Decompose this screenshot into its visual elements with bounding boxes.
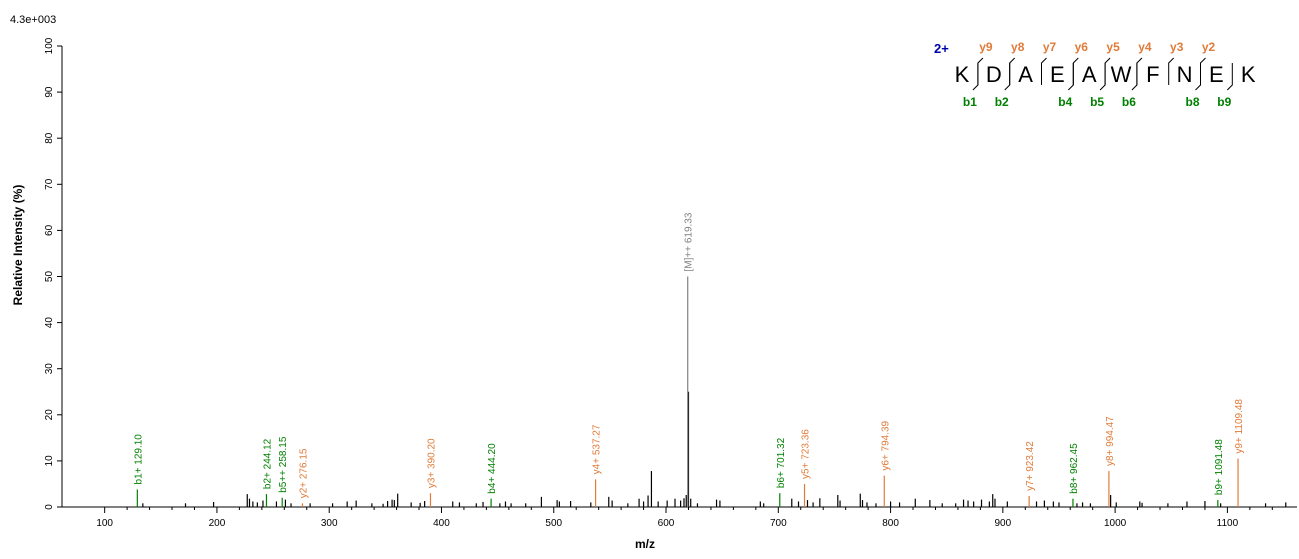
b-ion-cleavage-mark (1067, 63, 1074, 91)
y-tick-label: 90 (44, 86, 55, 98)
y-tick-label: 0 (44, 504, 55, 510)
x-tick-label: 500 (545, 518, 562, 529)
y-ion-cleavage-mark (977, 57, 984, 85)
peak-label: b1+ 129.10 (133, 434, 144, 485)
x-axis-title: m/z (635, 537, 655, 551)
y-ion-label: y7 (1043, 40, 1057, 54)
y-tick-label: 80 (44, 132, 55, 144)
peak-label: y3+ 390.20 (426, 438, 437, 488)
x-axis: 100 200 300 400 500 600 700 800 900 1000 1100 (62, 506, 1297, 529)
peak-label: b6+ 701.32 (776, 437, 787, 488)
y-ion-label: y5 (1106, 40, 1120, 54)
peak-label: y2+ 276.15 (298, 448, 309, 498)
b-ion-cleavage-mark (1226, 63, 1233, 91)
y-tick-label: 20 (44, 409, 55, 421)
b-ion-label: b2 (995, 95, 1009, 109)
b-ion-label: b4 (1058, 95, 1072, 109)
peak-label: y5+ 723.36 (801, 429, 812, 479)
peak-label: b9+ 1091.48 (1214, 439, 1225, 495)
y-ion-cleavage-mark (1200, 57, 1206, 85)
y-ion-label: y9 (979, 40, 993, 54)
y-ion-label: y4 (1138, 40, 1152, 54)
y-tick-label: 30 (44, 363, 55, 375)
b-ion-label: b8 (1185, 95, 1199, 109)
peak-label: y4+ 537.27 (592, 424, 603, 474)
y-ion-cleavage-mark (1072, 57, 1079, 85)
y-tick-label: 100 (44, 37, 55, 54)
x-tick-label: 1000 (1104, 518, 1127, 529)
x-tick-label: 300 (321, 518, 338, 529)
sequence-residue: D (986, 62, 1002, 87)
y-tick-label: 70 (44, 178, 55, 190)
sequence-residue: K (1241, 62, 1256, 87)
y-ion-label: y3 (1170, 40, 1184, 54)
x-tick-label: 1100 (1217, 518, 1239, 529)
sequence-residue: N (1177, 62, 1193, 87)
b-ion-cleavage-mark (1004, 63, 1011, 91)
y-ion-label: y6 (1075, 40, 1089, 54)
y-ion-cleavage-mark (1136, 57, 1143, 85)
y-ion-cleavage-mark (1041, 57, 1047, 85)
x-tick-label: 900 (995, 518, 1012, 529)
peak-label: y8+ 994.47 (1105, 416, 1116, 466)
peak-label: b4+ 444.20 (487, 443, 498, 494)
peak-label: y6+ 794.39 (880, 420, 891, 470)
x-tick-label: 700 (770, 518, 787, 529)
y-tick-label: 50 (44, 271, 55, 283)
y-tick-label: 10 (44, 455, 55, 467)
b-ion-label: b5 (1090, 95, 1104, 109)
b-ion-cleavage-mark (1099, 63, 1106, 91)
peak-label: b8+ 962.45 (1069, 443, 1080, 494)
y-ion-label: y8 (1011, 40, 1025, 54)
y-ion-cleavage-mark (1104, 57, 1111, 85)
b-ion-cleavage-mark (1195, 63, 1201, 91)
peak-label: [M]++ 619.33 (684, 212, 695, 271)
b-ion-cleavage-mark (972, 63, 979, 91)
x-tick-label: 600 (658, 518, 675, 529)
x-tick-label: 400 (433, 518, 450, 529)
b-ion-label: b9 (1217, 95, 1231, 109)
y-tick-label: 60 (44, 224, 55, 236)
y-axis: 0 10 20 30 40 50 60 70 80 90 100 (44, 37, 63, 510)
sequence-residue: K (955, 62, 970, 87)
sequence-residue: A (1082, 62, 1097, 87)
b-ion-label: b1 (963, 95, 977, 109)
x-tick-label: 200 (209, 518, 226, 529)
spectrum-peaks (136, 276, 1287, 507)
y-tick-label: 40 (44, 317, 55, 329)
y-ion-cleavage-mark (1168, 57, 1175, 85)
y-ion-cleavage-mark (1009, 57, 1016, 85)
b-ion-label: b6 (1122, 95, 1136, 109)
sequence-residue: E (1050, 62, 1065, 87)
peak-label: y9+ 1109.48 (1234, 399, 1245, 454)
x-tick-label: 800 (882, 518, 899, 529)
sequence-residue: F (1146, 62, 1159, 87)
peak-labels: b1+ 129.10 b2+ 244.12 b5++ 258.15 y2+ 276.1… (133, 212, 1245, 498)
y-axis-title: Relative Intensity (%) (11, 185, 25, 306)
sequence-residue: E (1209, 62, 1224, 87)
charge-state-label: 2+ (934, 41, 949, 56)
b-ion-cleavage-mark (1131, 63, 1138, 91)
peak-label: y7+ 923.42 (1025, 441, 1036, 491)
peak-label: b5++ 258.15 (278, 436, 289, 493)
intensity-scale-label: 4.3e+003 (10, 14, 56, 26)
sequence-residue: W (1111, 62, 1132, 87)
x-tick-label: 100 (96, 518, 113, 529)
y-ion-label: y2 (1202, 40, 1216, 54)
sequence-residue: A (1018, 62, 1033, 87)
peak-label: b2+ 244.12 (262, 438, 273, 489)
